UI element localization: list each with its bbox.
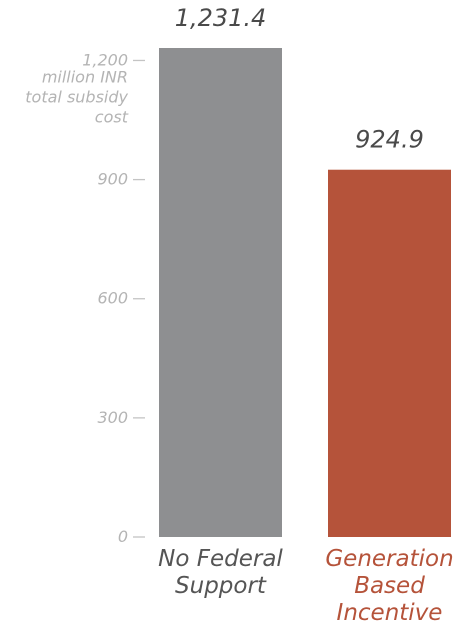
bar [159, 48, 282, 537]
data-label: 924.9 [355, 126, 424, 154]
category-label: No Federal [158, 546, 283, 572]
y-tick-label: 1,200 [82, 50, 128, 69]
bar [328, 169, 451, 537]
y-tick-label: 0 [118, 527, 128, 546]
category-label: Support [175, 573, 267, 599]
y-tick-label: 600 [97, 289, 128, 308]
category-label: Generation [325, 546, 453, 572]
category-label: Based [354, 573, 425, 599]
y-axis-label: million INR [42, 67, 128, 86]
y-tick-label: 900 [97, 170, 128, 189]
category-label: Incentive [337, 600, 443, 626]
y-axis-label: total subsidy [25, 87, 128, 106]
data-label: 1,231.4 [175, 4, 267, 32]
y-axis-label: cost [95, 107, 129, 126]
y-tick-label: 300 [97, 408, 128, 427]
